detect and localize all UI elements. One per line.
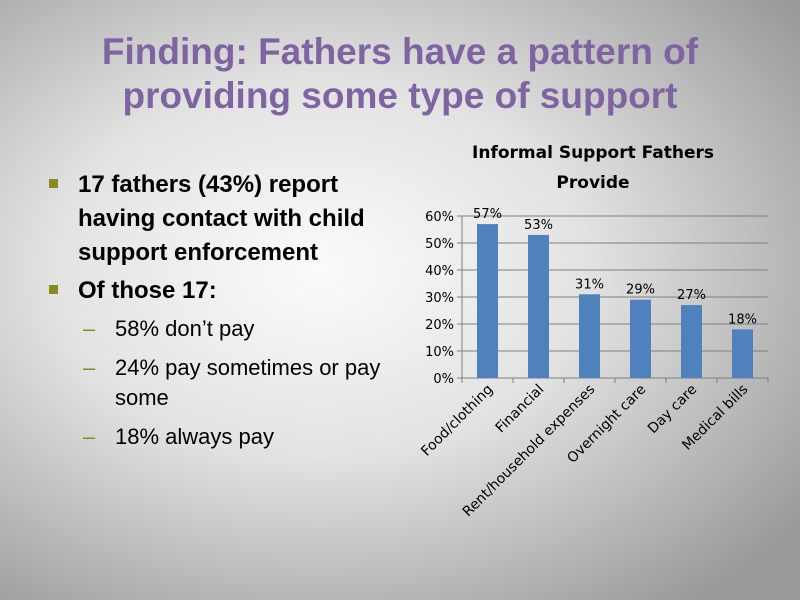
slide-title-line-1: Finding: Fathers have a pattern of <box>101 31 699 72</box>
y-tick-label: 0% <box>433 372 454 387</box>
data-label: 29% <box>626 283 655 298</box>
y-tick-label: 30% <box>425 291 454 306</box>
sub-bullet-item: – 58% don’t pay <box>83 314 396 344</box>
y-tick-label: 20% <box>425 318 454 333</box>
bar <box>732 329 753 378</box>
bar <box>477 224 498 378</box>
data-label: 27% <box>677 288 706 303</box>
y-tick-label: 10% <box>425 345 454 360</box>
bar-chart: Informal Support Fathers Provide 57% 53% 3… <box>418 143 769 520</box>
sub-bullet-list: – 58% don’t pay – 24% pay sometimes or p… <box>78 314 396 452</box>
sub-bullet-text: 24% pay sometimes or pay some <box>115 355 381 410</box>
sub-bullet-text: 58% don’t pay <box>115 316 255 341</box>
x-tick-label: Food/clothing <box>418 382 496 460</box>
bullet-list: 17 fathers (43%) report having contact w… <box>46 168 396 461</box>
chart-title-line-1: Informal Support Fathers <box>472 143 714 163</box>
y-tick-label: 40% <box>425 264 454 279</box>
dash-bullet-icon: – <box>83 424 96 449</box>
bullet-text: Of those 17: <box>78 277 217 304</box>
sub-bullet-item: – 24% pay sometimes or pay some <box>83 353 396 413</box>
bullet-item-of-those: Of those 17: – 58% don’t pay – 24% pay s… <box>46 274 396 452</box>
data-label: 57% <box>473 207 502 222</box>
dash-bullet-icon: – <box>83 316 96 341</box>
slide-title-line-2: providing some type of support <box>122 75 678 116</box>
data-label: 53% <box>524 218 553 233</box>
square-bullet-icon <box>49 285 58 294</box>
sub-bullet-item: – 18% always pay <box>83 422 396 452</box>
bar <box>579 294 600 378</box>
bullet-item-contact: 17 fathers (43%) report having contact w… <box>46 168 396 270</box>
sub-bullet-text: 18% always pay <box>115 424 274 449</box>
data-label: 18% <box>728 312 757 327</box>
square-bullet-icon <box>49 179 58 188</box>
bar <box>630 299 651 378</box>
y-tick-label: 60% <box>425 210 454 225</box>
slide-title: Finding: Fathers have a pattern of provi… <box>0 30 800 118</box>
bar <box>528 234 549 378</box>
chart-title-line-2: Provide <box>556 173 629 193</box>
data-label: 31% <box>575 277 604 292</box>
bullet-text: 17 fathers (43%) report having contact w… <box>78 171 365 266</box>
y-tick-label: 50% <box>425 237 454 252</box>
x-tick-label: Financial <box>493 382 548 437</box>
dash-bullet-icon: – <box>83 355 96 380</box>
bar <box>681 305 702 378</box>
